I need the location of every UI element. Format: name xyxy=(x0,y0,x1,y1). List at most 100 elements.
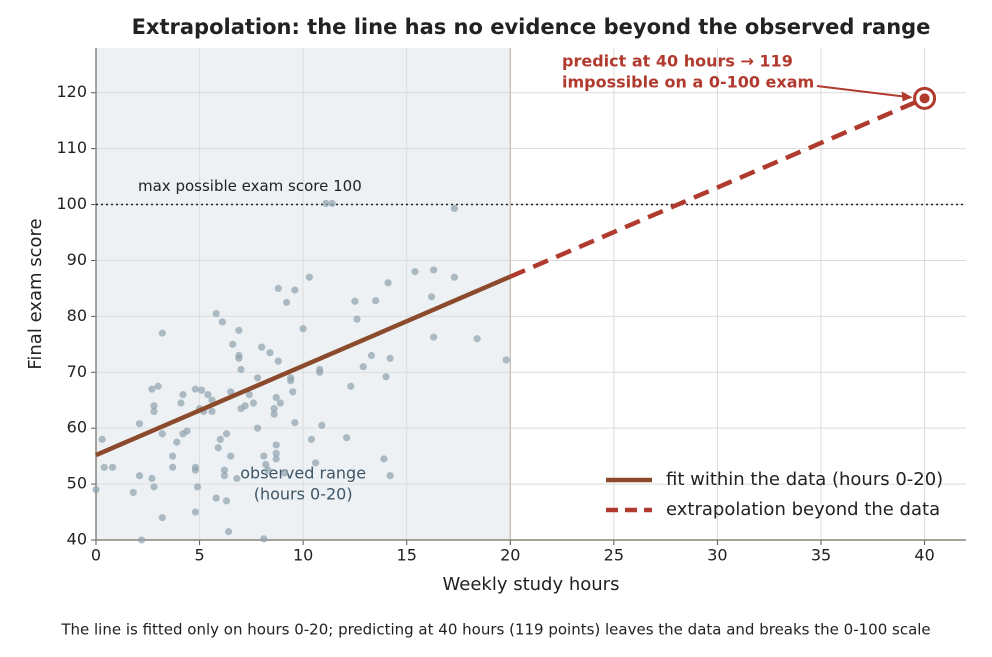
data-point xyxy=(135,472,144,480)
data-point xyxy=(305,273,313,281)
y-tick-label: 100 xyxy=(56,194,87,213)
data-point xyxy=(222,497,231,505)
data-point xyxy=(382,373,390,381)
data-point xyxy=(169,452,177,460)
data-point xyxy=(328,199,336,208)
data-point xyxy=(100,463,108,471)
data-point xyxy=(249,399,258,407)
data-point xyxy=(430,333,438,341)
x-tick-label: 35 xyxy=(811,546,831,565)
data-point xyxy=(253,374,262,382)
data-point xyxy=(150,483,158,491)
data-point xyxy=(158,514,166,522)
data-point xyxy=(450,273,458,281)
x-tick-label: 40 xyxy=(914,546,934,565)
data-point xyxy=(179,391,187,399)
data-point xyxy=(318,421,326,429)
data-point xyxy=(291,286,299,294)
data-point xyxy=(367,351,376,360)
data-point xyxy=(372,297,380,305)
y-tick-label: 40 xyxy=(67,530,87,549)
data-point xyxy=(191,385,200,393)
data-point xyxy=(150,402,158,410)
data-point xyxy=(148,385,156,393)
y-tick-label: 110 xyxy=(56,138,87,157)
data-point xyxy=(108,463,117,471)
annotation-arrow xyxy=(816,85,911,99)
y-tick-label: 60 xyxy=(67,418,87,437)
data-point xyxy=(191,508,200,516)
legend-label: extrapolation beyond the data xyxy=(666,499,940,520)
prediction-label: impossible on a 0-100 exam xyxy=(562,73,814,92)
data-point xyxy=(237,365,245,374)
y-tick-label: 70 xyxy=(67,362,87,381)
x-tick-label: 0 xyxy=(91,546,101,565)
data-point xyxy=(158,430,166,438)
x-tick-label: 10 xyxy=(293,546,313,565)
data-point xyxy=(235,326,243,334)
data-point xyxy=(92,486,100,494)
data-point xyxy=(307,435,316,443)
data-point xyxy=(276,399,284,407)
data-point xyxy=(270,410,278,418)
data-point xyxy=(173,438,181,446)
data-point xyxy=(241,402,249,410)
data-point xyxy=(227,452,235,460)
y-tick-label: 120 xyxy=(56,82,87,101)
data-point xyxy=(158,329,166,337)
data-point xyxy=(287,374,295,382)
y-tick-label: 80 xyxy=(67,306,87,325)
data-point xyxy=(427,293,436,301)
data-point xyxy=(322,199,330,208)
data-point xyxy=(177,399,185,407)
data-point xyxy=(154,382,162,390)
data-point xyxy=(169,463,177,471)
data-point xyxy=(270,405,278,413)
data-point xyxy=(224,528,233,536)
data-point xyxy=(343,434,351,442)
data-point xyxy=(216,435,224,443)
data-point xyxy=(233,474,241,483)
range-label: (hours 0-20) xyxy=(254,485,353,504)
data-point xyxy=(282,298,291,306)
data-point xyxy=(253,424,262,432)
data-point xyxy=(311,459,320,467)
data-point xyxy=(137,536,146,544)
data-point xyxy=(220,472,229,480)
data-point xyxy=(272,441,280,449)
data-point xyxy=(98,435,106,443)
range-label: observed range xyxy=(240,464,366,483)
data-point xyxy=(227,388,235,396)
data-point xyxy=(262,460,270,469)
data-point xyxy=(386,472,394,480)
caption: The line is fitted only on hours 0-20; p… xyxy=(60,621,930,639)
prediction-dot xyxy=(919,93,930,104)
data-point xyxy=(316,368,324,376)
data-point xyxy=(245,391,253,399)
data-point xyxy=(430,266,438,274)
prediction-label: predict at 40 hours → 119 xyxy=(562,52,793,71)
x-tick-label: 20 xyxy=(500,546,520,565)
data-point xyxy=(193,483,202,491)
data-point xyxy=(150,407,158,416)
y-tick-label: 90 xyxy=(67,250,87,269)
data-point xyxy=(148,474,156,483)
data-point xyxy=(264,466,272,474)
data-point xyxy=(347,382,355,390)
data-point xyxy=(274,284,282,293)
data-point xyxy=(183,427,191,435)
data-point xyxy=(208,407,216,416)
data-point xyxy=(351,297,359,305)
data-point xyxy=(266,349,274,357)
data-point xyxy=(411,268,419,276)
data-point xyxy=(191,466,200,474)
data-point xyxy=(220,466,229,474)
data-point xyxy=(280,469,289,477)
data-point xyxy=(353,315,361,323)
fit-line xyxy=(509,96,926,279)
data-point xyxy=(274,357,282,365)
data-point xyxy=(299,325,307,333)
data-point xyxy=(235,354,243,362)
data-point xyxy=(380,455,388,463)
data-point xyxy=(260,535,268,543)
